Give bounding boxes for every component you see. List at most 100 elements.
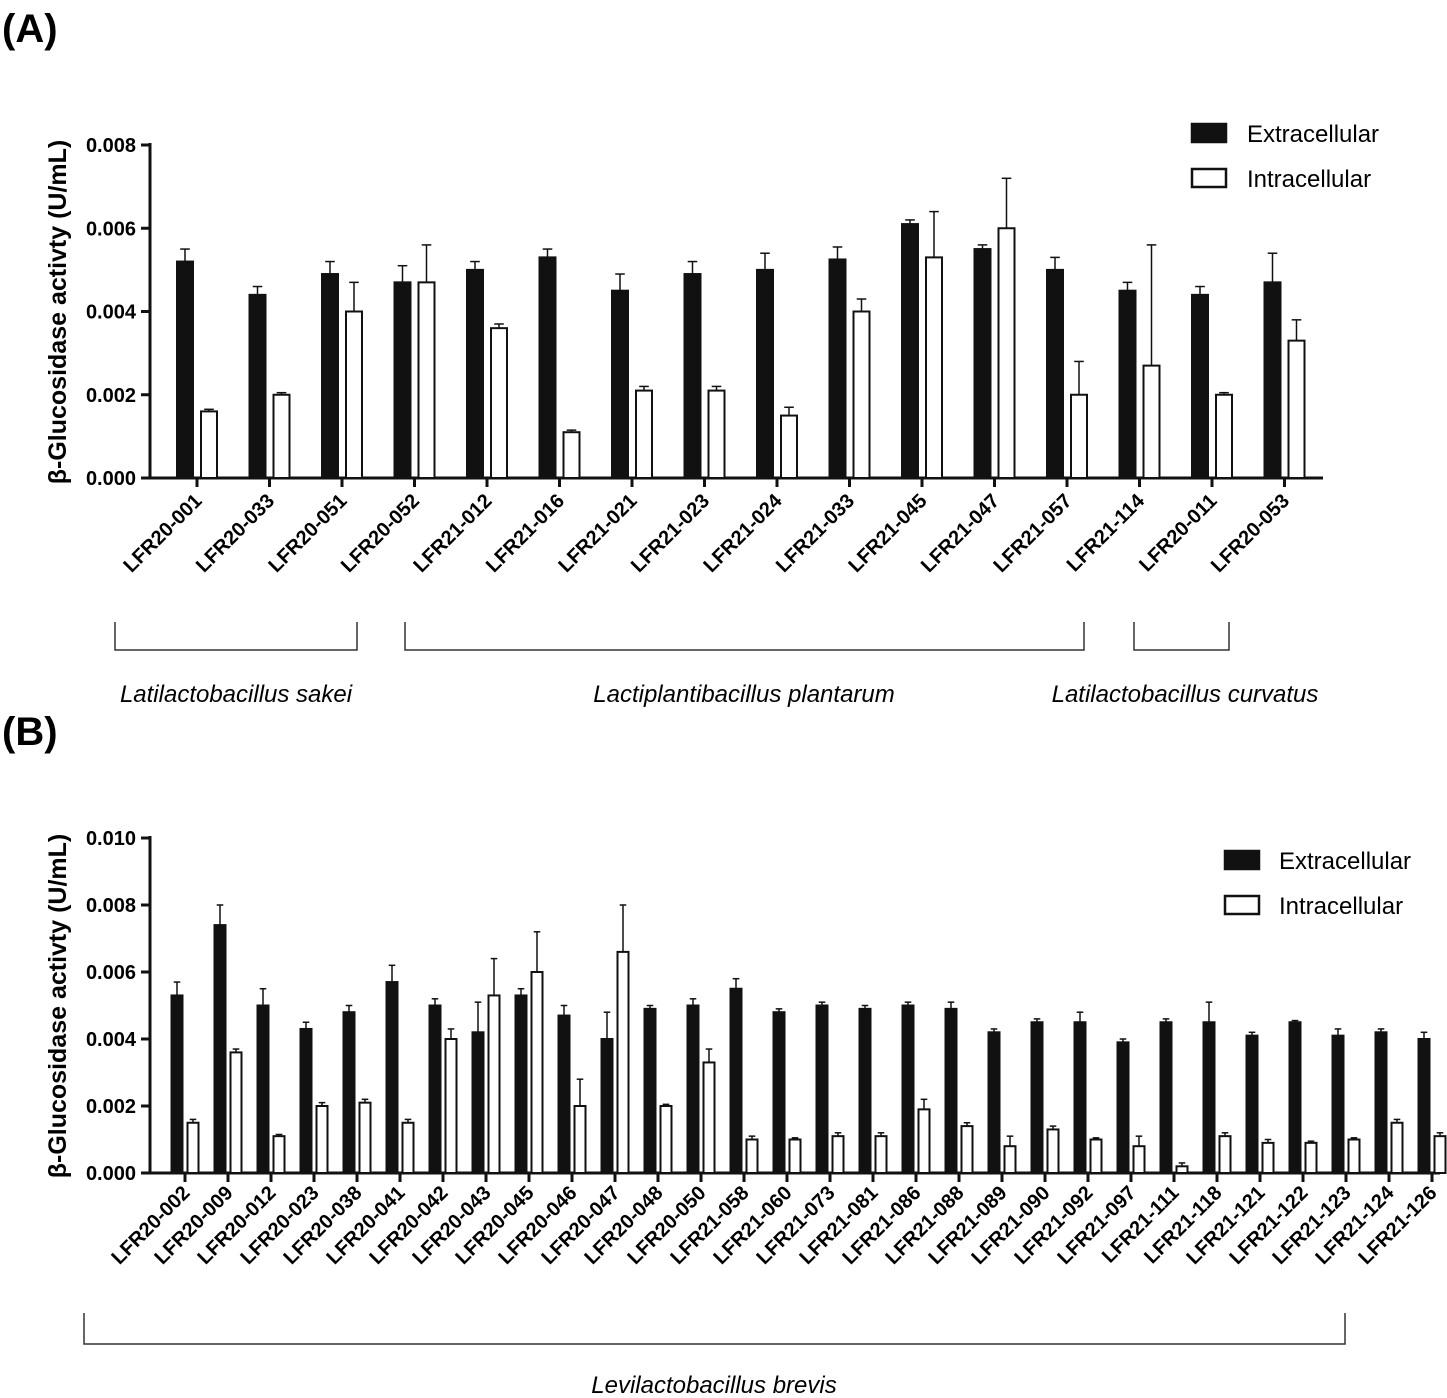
intracellular-bar [745,1138,759,1174]
intracellular-bar [229,1051,243,1175]
intracellular-bar [1390,1121,1404,1174]
species-label: Latilactobacillus sakei [120,681,353,708]
intracellular-bar [1070,393,1088,479]
extracellular-bar [342,1011,356,1175]
extracellular-bar [944,1007,958,1174]
extracellular-bar [256,1004,270,1174]
extracellular-bar [643,1007,657,1174]
intracellular-bar [874,1135,888,1175]
y-tick-label: 0.006 [86,218,136,240]
y-tick-label: 0.000 [86,1163,136,1185]
species-bracket [83,1313,1346,1345]
species-bracket [1133,622,1230,651]
legend-swatch-intracellular [1223,894,1261,916]
extracellular-bar [901,223,919,479]
extracellular-bar [428,1004,442,1174]
intracellular-bar [1003,1145,1017,1174]
intracellular-bar [272,393,291,479]
extracellular-bar [1116,1041,1130,1174]
intracellular-bar [1089,1138,1103,1174]
intracellular-bar [925,256,943,480]
intracellular-bar [1218,1135,1232,1175]
extracellular-bar [393,281,412,479]
extracellular-bar [973,248,992,479]
species-label: Lactiplantibacillus plantarum [593,681,895,708]
intracellular-bar [1132,1145,1146,1174]
y-axis-label: β-Glucosidase activty (U/mL) [44,834,72,1179]
intracellular-bar [702,1061,716,1174]
intracellular-bar [1175,1165,1189,1175]
intracellular-bar [1215,393,1233,479]
extracellular-bar [1046,268,1064,479]
intracellular-bar [272,1135,286,1175]
extracellular-bar [1159,1021,1173,1174]
extracellular-bar [1202,1021,1216,1174]
extracellular-bar [538,256,557,480]
extracellular-bar [1118,289,1137,479]
extracellular-bar [299,1027,313,1174]
y-tick-label: 0.002 [86,385,136,407]
legend-swatch-extracellular [1190,122,1228,144]
species-label: Levilactobacillus brevis [591,1372,836,1398]
intracellular-bar [358,1101,372,1175]
extracellular-bar [1191,293,1209,479]
intracellular-bar [1347,1138,1361,1174]
extracellular-bar [514,994,528,1175]
y-tick-label: 0.008 [86,895,136,917]
extracellular-bar [170,994,184,1175]
intracellular-bar [186,1121,200,1174]
intracellular-bar [780,414,798,479]
intracellular-bar [487,994,501,1175]
extracellular-bar [466,268,484,479]
extracellular-bar [248,293,267,479]
intracellular-bar [417,281,436,479]
intracellular-bar [659,1105,673,1174]
intracellular-bar [200,410,218,479]
intracellular-bar [997,227,1016,479]
extracellular-bar [321,273,339,479]
category-label: LFR20-053 [1207,490,1294,577]
y-tick-label: 0.000 [86,468,136,490]
y-axis-label: β-Glucosidase activty (U/mL) [44,140,72,485]
panel-b-label: (B) [2,710,58,754]
extracellular-bar [815,1004,829,1174]
extracellular-bar [1030,1021,1044,1174]
intracellular-bar [635,389,653,479]
extracellular-bar [729,987,743,1174]
legend-swatch-intracellular [1190,167,1228,189]
extracellular-bar [901,1004,915,1174]
intracellular-bar [444,1038,458,1174]
extracellular-bar [858,1007,872,1174]
intracellular-bar [401,1121,415,1174]
extracellular-bar [1288,1021,1302,1174]
extracellular-bar [828,258,847,479]
intracellular-bar [616,950,630,1175]
extracellular-bar [600,1038,614,1174]
intracellular-bar [1261,1141,1275,1174]
extracellular-bar [611,289,629,479]
extracellular-bar [772,1011,786,1175]
intracellular-bar [1142,364,1161,479]
extracellular-bar [471,1031,485,1175]
intracellular-bar [315,1105,329,1174]
extracellular-bar [1374,1031,1388,1175]
legend-label-extracellular: Extracellular [1247,121,1379,148]
extracellular-bar [176,260,194,479]
intracellular-bar [562,431,581,479]
extracellular-bar [987,1031,1001,1175]
y-tick-label: 0.004 [86,302,137,324]
intracellular-bar [490,327,508,479]
legend-label-extracellular: Extracellular [1279,848,1411,875]
extracellular-bar [1073,1021,1087,1174]
intracellular-bar [530,971,544,1174]
intracellular-bar [1433,1135,1447,1175]
legend-label-intracellular: Intracellular [1247,166,1371,193]
legend-label-intracellular: Intracellular [1279,893,1403,920]
extracellular-bar [557,1014,571,1174]
intracellular-bar [960,1125,974,1174]
intracellular-bar [1304,1141,1318,1174]
y-tick-label: 0.002 [86,1096,136,1118]
extracellular-bar [756,268,774,479]
y-tick-label: 0.004 [86,1029,137,1051]
species-bracket [404,622,1085,651]
